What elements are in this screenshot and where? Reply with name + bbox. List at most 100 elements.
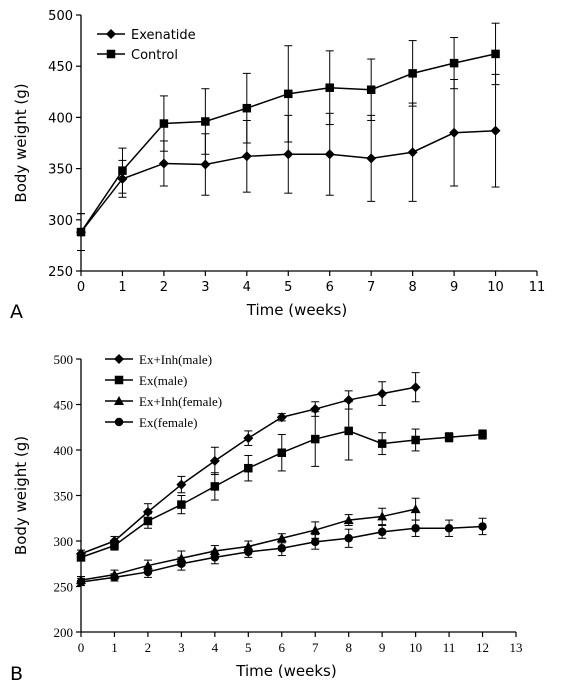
panel-a-x-tick-label: 7 (367, 280, 375, 295)
panel-a-x-tick-label: 10 (487, 280, 504, 295)
panel-b-y-tick-label: 200 (54, 625, 74, 640)
panel-b-data-point-square (76, 553, 86, 562)
panel-b-data-point-circle (76, 577, 86, 587)
panel-b-series-1 (76, 401, 487, 562)
panel-b-data-point-circle (411, 524, 420, 533)
panel-b-data-point-triangle (343, 515, 354, 525)
panel-a-data-point-square (491, 49, 500, 59)
panel-a-data-point-diamond (407, 147, 418, 158)
panel-b-data-point-square (377, 439, 387, 448)
panel-b-data-point-diamond (209, 455, 220, 466)
panel-b-series-0 (76, 372, 421, 559)
panel-a-data-point-square (284, 89, 293, 99)
panel-b-x-axis-title: Time (weeks) (235, 662, 336, 680)
panel-a-data-point-diamond (241, 151, 252, 162)
panel-b-data-point-square (110, 541, 119, 550)
panel-b-legend-marker (114, 375, 124, 385)
panel-a-x-axis-title: Time (weeks) (246, 301, 347, 319)
panel-a-x-tick-label: 6 (326, 280, 334, 295)
panel-b-x-tick-label: 2 (145, 640, 152, 655)
panel-a-data-point-square (118, 166, 127, 175)
panel-a-x-tick-label: 4 (243, 280, 251, 295)
panel-b-data-point-diamond (343, 394, 354, 405)
panel-b-panel-label: B (10, 663, 23, 685)
panel-b-data-point-diamond (410, 382, 421, 393)
panel-b-data-point-triangle (410, 504, 421, 514)
panel-a-data-point-diamond (366, 153, 377, 164)
panel-b-data-point-triangle (142, 560, 153, 570)
panel-b-y-tick-label: 350 (54, 489, 74, 504)
panel-a-x-tick-label: 0 (77, 280, 85, 295)
panel-b-x-tick-label: 12 (476, 640, 489, 655)
panel-a-x-tick-label: 11 (529, 280, 546, 295)
panel-a-y-axis-title: Body weight (g) (12, 83, 30, 202)
panel-a-y-tick-label: 250 (48, 265, 73, 280)
panel-b-y-tick-label: 450 (54, 398, 74, 413)
panel-b-x-tick-label: 1 (111, 640, 118, 655)
panel-b-x-tick-label: 10 (409, 640, 422, 655)
panel-b-x-tick-label: 9 (379, 640, 386, 655)
panel-b-data-point-square (143, 516, 153, 526)
panel-b-legend-marker (114, 354, 124, 364)
panel-b-data-point-circle (210, 553, 220, 562)
panel-a-data-point-diamond (200, 159, 211, 170)
panel-a-data-point-square (408, 69, 417, 78)
panel-b-data-point-triangle (276, 533, 287, 543)
panel-b-legend-marker (114, 396, 124, 405)
panel-b-data-point-circle (277, 544, 287, 553)
panel-a-data-point-square (325, 83, 334, 92)
panel-b-x-tick-label: 5 (245, 640, 252, 655)
panel-b-data-point-circle (344, 534, 353, 543)
panel-a-data-point-square (449, 58, 459, 68)
panel-b-data-point-circle (377, 527, 387, 537)
panel-b-data-point-square (344, 426, 353, 436)
panel-b-data-point-circle (143, 567, 153, 577)
panel-b-data-point-diamond (377, 388, 388, 399)
panel-a-data-point-square (242, 103, 252, 113)
panel-b-y-axis-title: Body weight (g) (12, 436, 30, 555)
panel-b-data-point-diamond (243, 433, 254, 444)
panel-b-legend-label: Ex+Inh(male) (139, 352, 212, 367)
panel-a-y-tick-label: 450 (48, 60, 73, 75)
panel-a-data-point-diamond (283, 149, 294, 160)
panel-b-y-tick-label: 250 (54, 580, 74, 595)
panel-a-x-tick-label: 3 (201, 280, 209, 295)
panel-a-panel-label: A (10, 301, 23, 323)
panel-b-x-tick-label: 6 (279, 640, 286, 655)
panel-a-x-tick-label: 1 (118, 280, 126, 295)
panel-b-data-point-circle (310, 537, 320, 547)
panel-a-y-tick-label: 350 (48, 163, 73, 178)
panel-b-data-point-circle (244, 547, 253, 557)
panel-b-data-point-circle (110, 573, 119, 582)
panel-b-y-tick-label: 500 (54, 352, 74, 367)
panel-b-y-tick-label: 400 (54, 443, 74, 458)
panel-b-data-point-square (444, 433, 454, 442)
panel-b-data-point-diamond (142, 506, 153, 517)
panel-b-data-point-diamond (176, 479, 187, 490)
panel-b-legend-marker (114, 417, 124, 427)
panel-a-x-tick-label: 9 (450, 280, 458, 295)
panel-b-data-point-triangle (310, 525, 321, 535)
panel-b-x-tick-label: 3 (178, 640, 185, 655)
panel-b-legend-label: Ex+Inh(female) (139, 394, 222, 409)
panel-a-x-tick-label: 2 (160, 280, 168, 295)
panel-a-data-point-diamond (490, 125, 501, 136)
panel-b-data-point-square (177, 500, 186, 509)
panel-a-x-tick-label: 8 (408, 280, 416, 295)
panel-b-data-point-circle (478, 522, 487, 531)
panel-a-data-point-diamond (324, 149, 335, 160)
panel-a-y-tick-label: 300 (48, 214, 73, 229)
panel-a-legend-marker (106, 49, 116, 59)
panel-b-data-point-square (244, 463, 253, 473)
panel-b-data-point-triangle (377, 511, 388, 521)
panel-a-y-tick-label: 400 (48, 111, 73, 126)
panel-a-data-point-diamond (449, 127, 460, 138)
panel-b-y-tick-label: 300 (54, 534, 74, 549)
panel-b-x-tick-label: 0 (78, 640, 85, 655)
panel-b-x-tick-label: 7 (312, 640, 319, 655)
panel-b-series-2 (76, 497, 421, 585)
panel-b-data-point-circle (177, 559, 186, 568)
